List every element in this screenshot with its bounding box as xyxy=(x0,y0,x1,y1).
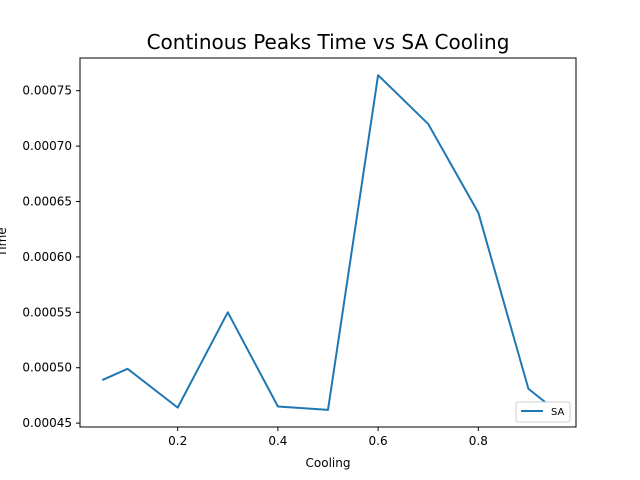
data-point xyxy=(101,379,104,381)
data-point xyxy=(427,123,429,125)
legend-label-sa: SA xyxy=(551,407,565,418)
x-tick-label: 0.2 xyxy=(168,434,187,448)
y-tick-label: 0.00065 xyxy=(22,195,72,209)
chart-title: Continous Peaks Time vs SA Cooling xyxy=(147,30,510,54)
x-tick-label: 0.6 xyxy=(369,434,388,448)
y-tick-label: 0.00050 xyxy=(22,361,72,375)
y-tick-label: 0.00070 xyxy=(22,139,72,153)
x-tick-label: 0.8 xyxy=(469,434,488,448)
y-axis-ticks: 0.00045 0.00050 0.00055 0.00060 0.00065 0.000… xyxy=(22,84,80,430)
x-tick-label: 0.4 xyxy=(268,434,287,448)
data-point xyxy=(126,368,129,370)
x-axis-ticks: 0.2 0.4 0.6 0.8 xyxy=(168,427,488,448)
y-tick-label: 0.00045 xyxy=(22,416,72,430)
y-tick-label: 0.00055 xyxy=(22,305,72,319)
y-axis-label: Time xyxy=(0,227,9,257)
y-tick-label: 0.00060 xyxy=(22,250,72,264)
data-point xyxy=(377,74,379,76)
data-point xyxy=(327,409,329,411)
x-axis-label: Cooling xyxy=(306,456,351,470)
y-tick-label: 0.00075 xyxy=(22,84,72,98)
legend: SA xyxy=(515,401,571,423)
data-point xyxy=(277,405,279,408)
data-point xyxy=(477,211,479,214)
data-point xyxy=(177,407,179,409)
data-point xyxy=(527,388,530,390)
plot-area-frame xyxy=(79,57,577,428)
data-point xyxy=(227,311,229,313)
